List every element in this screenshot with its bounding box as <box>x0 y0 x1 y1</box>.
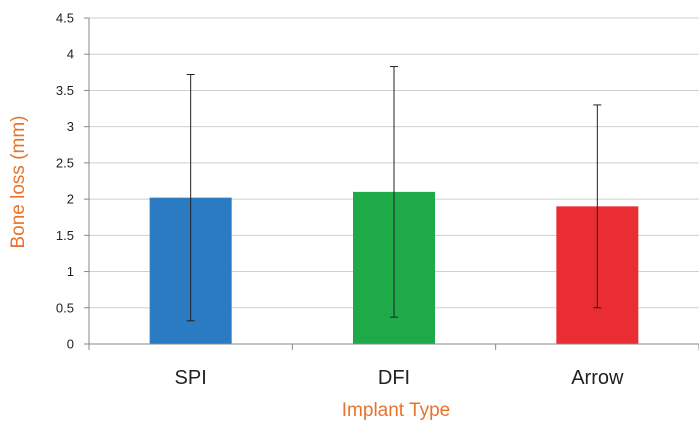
error-bars <box>186 66 602 322</box>
y-tick-label: 1 <box>67 264 74 279</box>
x-tick-label-spi: SPI <box>175 367 207 389</box>
y-tick-label: 0 <box>67 337 74 352</box>
x-tick-labels: SPI DFI Arrow <box>175 367 624 389</box>
x-tick-label-arrow: Arrow <box>571 367 624 389</box>
axes <box>88 18 699 350</box>
y-tick-label: 4 <box>67 47 74 62</box>
y-tick-label: 2.5 <box>56 155 74 170</box>
y-tick-labels: 0 0.5 1 1.5 2 2.5 3 3.5 4 4.5 <box>56 11 74 352</box>
y-tick-label: 0.5 <box>56 300 74 315</box>
y-tick-label: 3.5 <box>56 83 74 98</box>
y-tick-label: 2 <box>67 192 74 207</box>
y-tick-label: 3 <box>67 119 74 134</box>
y-tick-label: 1.5 <box>56 228 74 243</box>
x-tick-label-dfi: DFI <box>378 367 410 389</box>
x-axis-title: Implant Type <box>342 400 450 421</box>
y-axis-title: Bone loss (mm) <box>8 115 29 248</box>
y-tick-label: 4.5 <box>56 11 74 26</box>
